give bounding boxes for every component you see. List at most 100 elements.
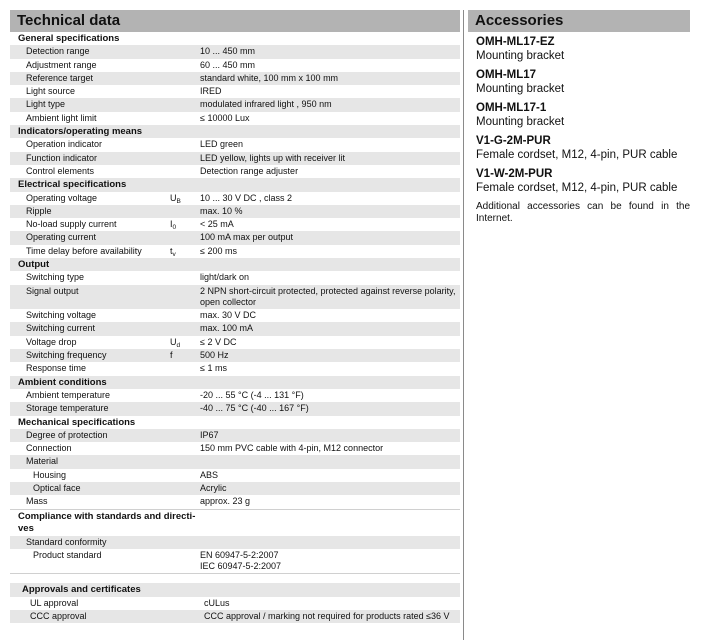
spec-row: Degree of protection IP67 <box>10 428 460 443</box>
spec-label: Switching current <box>26 323 96 334</box>
column-divider <box>463 10 464 640</box>
spec-row: Operation indicator LED green <box>10 138 460 151</box>
spec-row: Connection 150 mm PVC cable with 4-pin, M… <box>10 442 460 455</box>
spec-value: 500 Hz <box>200 350 229 361</box>
spec-value: ABS <box>200 469 219 480</box>
spec-symbol: tv <box>170 245 176 261</box>
spec-label: Switching type <box>26 272 85 283</box>
spec-row: Storage temperature -40 ... 75 °C (-40 ..… <box>10 402 460 416</box>
spec-label: Adjustment range <box>26 59 97 70</box>
spec-value: ≤ 2 V DC <box>200 336 237 347</box>
section-header: Electrical specifications <box>10 178 460 192</box>
section-header: Output <box>10 258 460 272</box>
spec-row: CCC approval CCC approval / marking not r… <box>10 609 460 624</box>
spec-value: < 25 mA <box>200 219 234 230</box>
accessory-code: V1-G-2M-PUR <box>476 135 551 147</box>
spec-value: max. 10 % <box>200 205 243 216</box>
spec-symbol: f <box>170 349 173 362</box>
spec-label: Response time <box>26 363 87 374</box>
spec-value: max. 100 mA <box>200 323 254 334</box>
symbol-main: f <box>170 350 173 361</box>
spec-value: standard white, 100 mm x 100 mm <box>200 72 339 83</box>
spec-label: Ripple <box>26 205 52 216</box>
spec-row: Detection range 10 ... 450 mm <box>10 45 460 59</box>
spec-value: IP67 <box>200 429 219 440</box>
spec-row: Operating current 100 mA max per output <box>10 231 460 245</box>
section-header: Approvals and certificates <box>10 583 460 597</box>
spec-value: IRED <box>200 86 222 97</box>
spec-value: CCC approval / marking not required for … <box>204 610 450 621</box>
spec-value: ≤ 200 ms <box>200 245 237 256</box>
section-header: General specifications <box>18 33 120 44</box>
spec-value: approx. 23 g <box>200 496 251 507</box>
section-header: Ambient conditions <box>10 375 460 389</box>
spec-value: ≤ 1 ms <box>200 363 227 374</box>
spec-label: Connection <box>26 443 72 454</box>
spec-row: Housing ABS <box>10 469 460 482</box>
spec-label: Material <box>26 456 59 467</box>
accessories-title: Accessories <box>468 10 690 32</box>
spec-row: Time delay before availability tv ≤ 200 ms <box>10 245 460 258</box>
symbol-main: t <box>170 245 173 256</box>
spec-table: General specifications Detection range 10 … <box>10 32 460 624</box>
spec-symbol: UB <box>170 192 181 208</box>
spec-value: Acrylic <box>200 483 227 493</box>
symbol-subscript: 0 <box>172 224 177 232</box>
section-divider <box>10 508 460 510</box>
spec-label: Operating voltage <box>26 192 98 203</box>
spec-row: Ambient light limit ≤ 10000 Lux <box>10 112 460 125</box>
accessory-item: V1-G-2M-PUR Female cordset, M12, 4-pin, P… <box>476 135 690 162</box>
spec-label: Standard conformity <box>26 536 107 547</box>
spec-row: UL approval cULus <box>10 597 460 610</box>
section-divider <box>10 573 460 575</box>
section-header: Indicators/operating means <box>10 125 460 139</box>
spec-value: EN 60947-5-2:2007 IEC 60947-5-2:2007 <box>200 550 282 571</box>
spec-symbol: I0 <box>170 218 176 234</box>
accessory-code: OMH-ML17-EZ <box>476 36 555 48</box>
spec-label: Time delay before availability <box>26 245 142 256</box>
symbol-subscript: d <box>176 341 181 349</box>
spec-label: Light type <box>26 99 66 110</box>
spec-row: Control elements Detection range adjuster <box>10 165 460 178</box>
symbol-subscript: B <box>176 197 181 205</box>
accessory-description: Female cordset, M12, 4-pin, PUR cable <box>476 149 678 161</box>
spec-label: Reference target <box>26 72 94 83</box>
spec-row: Mass approx. 23 g <box>10 495 460 508</box>
spec-value: ≤ 10000 Lux <box>200 112 250 123</box>
spec-row: Ambient temperature -20 ... 55 °C (-4 ...… <box>10 389 460 402</box>
spec-row: Function indicator LED yellow, lights up … <box>10 151 460 165</box>
accessory-code: OMH-ML17-1 <box>476 102 547 114</box>
spec-row: Light type modulated infrared light , 950… <box>10 98 460 112</box>
spec-row: Adjustment range 60 ... 450 mm <box>10 59 460 72</box>
accessories-note: Additional accessories can be found in t… <box>476 201 690 224</box>
accessory-description: Female cordset, M12, 4-pin, PUR cable <box>476 182 678 194</box>
spec-value: 10 ... 30 V DC , class 2 <box>200 192 293 203</box>
spec-label: Light source <box>26 86 76 97</box>
spec-value: cULus <box>204 597 230 608</box>
accessory-code: OMH-ML17 <box>476 69 537 81</box>
spec-block: General specifications Detection range 10 … <box>10 32 460 509</box>
spec-value: 10 ... 450 mm <box>200 46 256 57</box>
spec-label: Signal output <box>26 286 79 297</box>
spec-label: Optical face <box>33 483 81 493</box>
spec-value: -40 ... 75 °C (-40 ... 167 °F) <box>200 403 309 414</box>
spec-block: Compliance with standards and directi-ve… <box>10 510 460 574</box>
spec-value: modulated infrared light , 950 nm <box>200 99 332 110</box>
accessory-description: Mounting bracket <box>476 83 565 95</box>
spec-row: Switching voltage max. 30 V DC <box>10 309 460 322</box>
spec-row: Material <box>10 455 460 469</box>
spec-row: Switching frequency f 500 Hz <box>10 349 460 363</box>
technical-data-title: Technical data <box>10 10 460 32</box>
spec-label: Operating current <box>26 232 97 243</box>
symbol-main: I <box>170 219 173 230</box>
spec-row: Switching current max. 100 mA <box>10 322 460 336</box>
spec-row: Operating voltage UB 10 ... 30 V DC , clas… <box>10 192 460 205</box>
spec-label: Ambient light limit <box>26 112 97 123</box>
accessory-item: OMH-ML17 Mounting bracket <box>476 69 690 96</box>
spec-row: Light source IRED <box>10 85 460 98</box>
spec-row: No-load supply current I0 < 25 mA <box>10 218 460 231</box>
spec-value: LED green <box>200 139 244 150</box>
accessory-code: V1-W-2M-PUR <box>476 168 553 180</box>
spec-label: Switching voltage <box>26 310 97 321</box>
technical-data-panel: Technical data General specifications Det… <box>10 10 460 624</box>
